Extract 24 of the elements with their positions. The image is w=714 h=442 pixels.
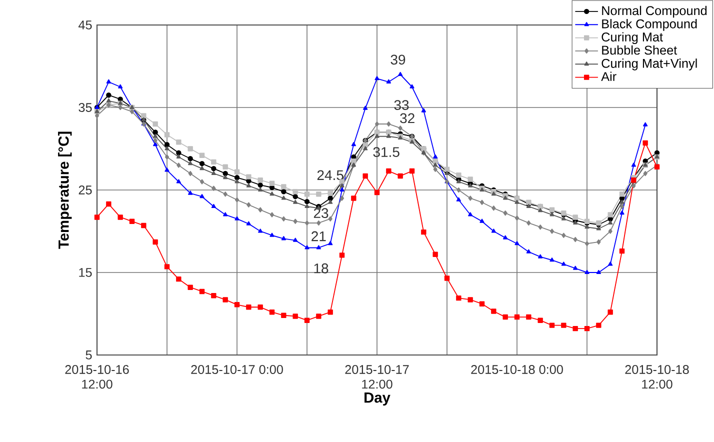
x-tick-label: 2015-10-17 0:00 xyxy=(191,365,283,374)
legend-label: Normal Compound xyxy=(602,6,707,18)
legend-label: Curing Mat xyxy=(602,32,663,44)
annotation: 24.5 xyxy=(317,170,344,180)
y-axis-title: Temperature [°C] xyxy=(58,132,72,249)
legend-label: Curing Mat+Vinyl xyxy=(602,58,697,70)
legend-label: Black Compound xyxy=(602,19,697,31)
y-tick-label: 35 xyxy=(78,103,92,112)
y-tick-label: 5 xyxy=(86,350,92,360)
annotation: 18 xyxy=(314,263,328,274)
x-tick-label: 2015-10-17 12:00 xyxy=(345,365,409,389)
y-tick-label: 25 xyxy=(78,186,92,194)
y-tick-label: 15 xyxy=(79,268,92,277)
annotation: 33 xyxy=(394,100,409,110)
legend-label: Air xyxy=(601,72,616,81)
annotation: 39 xyxy=(390,54,406,65)
x-tick-label: 2015-10-18 0:00 xyxy=(471,365,563,374)
y-tick-label: 45 xyxy=(78,20,92,30)
annotation: 21 xyxy=(312,231,326,242)
x-axis-title: Day xyxy=(364,392,390,406)
x-tick-label: 2015-10-18 12:00 xyxy=(625,365,689,389)
legend-label: Bubble Sheet xyxy=(602,45,678,55)
x-tick-label: 2015-10-16 12:00 xyxy=(65,365,129,389)
annotation: 32 xyxy=(400,113,414,124)
